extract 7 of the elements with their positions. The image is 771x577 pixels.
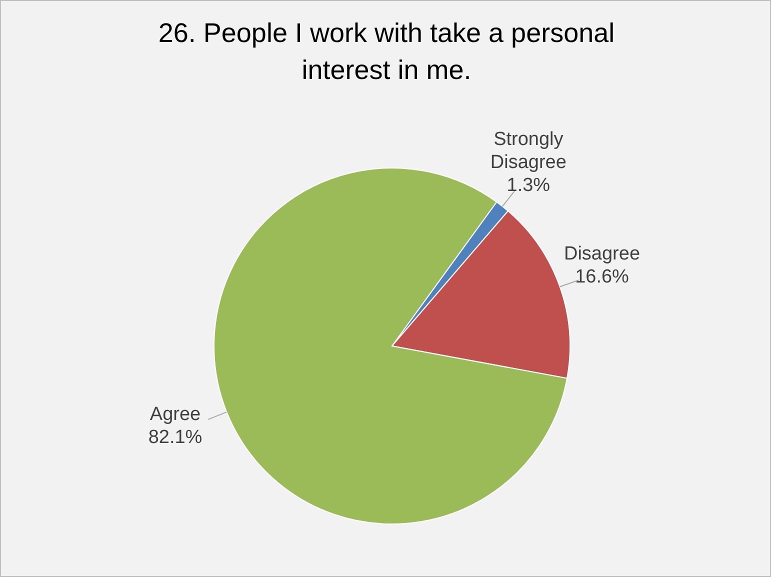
data-label: 16.6% xyxy=(575,266,630,288)
data-label: 82.1% xyxy=(148,426,202,448)
slice-label: Disagree xyxy=(564,243,640,264)
data-label: 1.3% xyxy=(506,174,550,196)
chart-title: 26. People I work with take a personal interest in me. xyxy=(157,17,616,87)
slice-label: Strongly Disagree xyxy=(490,128,566,173)
slice-label: Agree xyxy=(150,404,201,425)
